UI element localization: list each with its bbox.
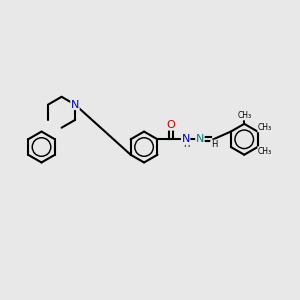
Text: CH₃: CH₃	[258, 123, 272, 132]
Text: N: N	[71, 100, 79, 110]
Text: O: O	[167, 120, 175, 130]
Text: N: N	[196, 134, 204, 144]
Text: H: H	[211, 140, 217, 149]
Text: CH₃: CH₃	[237, 111, 251, 120]
Text: H: H	[183, 140, 190, 149]
Text: N: N	[182, 134, 190, 144]
Text: CH₃: CH₃	[258, 147, 272, 156]
